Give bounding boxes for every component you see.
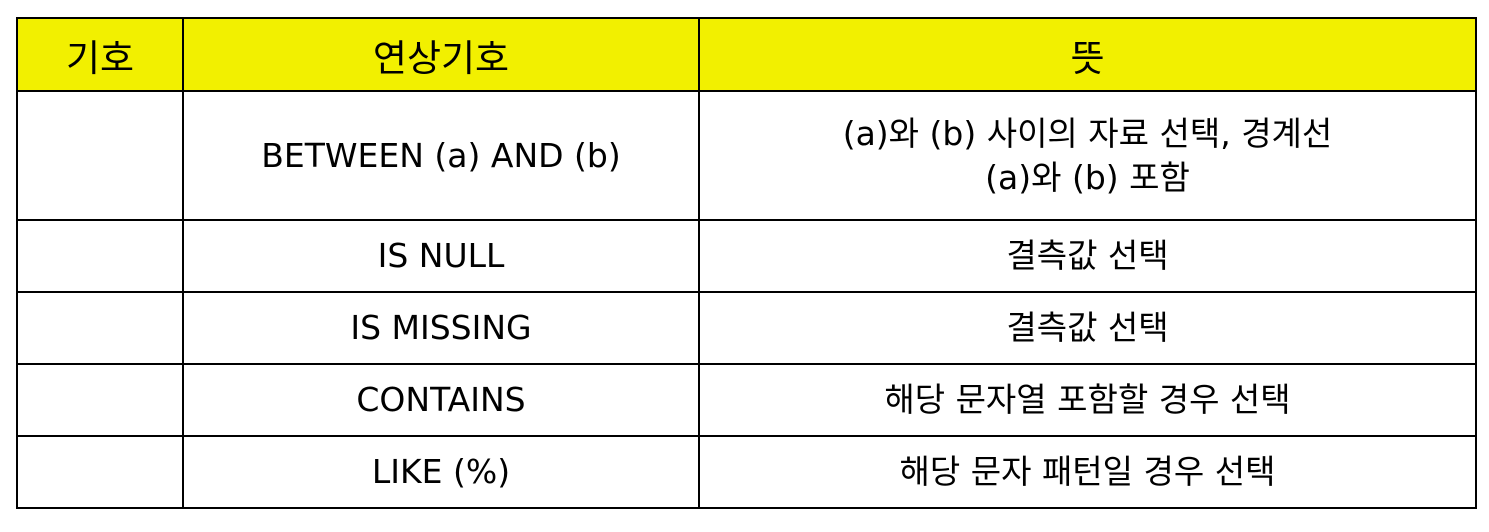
meaning-line: 결측값 선택 [1006,236,1169,275]
header-symbol: 기호 [16,17,184,92]
meaning-cell: 결측값 선택 [698,219,1477,293]
meaning-line: 해당 문자 패턴일 경우 선택 [899,452,1276,491]
meaning-cell: 해당 문자 패턴일 경우 선택 [698,435,1477,509]
meaning-line: 결측값 선택 [1006,308,1169,347]
operator-cell: IS MISSING [182,291,700,365]
operator-cell: BETWEEN (a) AND (b) [182,90,700,221]
table-row: CONTAINS 해당 문자열 포함할 경우 선택 [16,363,1477,437]
header-operator: 연상기호 [182,17,700,92]
symbol-cell [16,90,184,221]
table-row: IS NULL 결측값 선택 [16,219,1477,293]
table-row: IS MISSING 결측값 선택 [16,291,1477,365]
symbol-cell [16,291,184,365]
meaning-cell: (a)와 (b) 사이의 자료 선택, 경계선 (a)와 (b) 포함 [698,90,1477,221]
header-row: 기호 연상기호 뜻 [16,17,1477,92]
table-row: LIKE (%) 해당 문자 패턴일 경우 선택 [16,435,1477,509]
operator-cell: IS NULL [182,219,700,293]
operator-table: 기호 연상기호 뜻 BETWEEN (a) AND (b) (a)와 (b) 사… [16,17,1477,509]
meaning-line: (a)와 (b) 사이의 자료 선택, 경계선 [842,113,1333,153]
symbol-cell [16,219,184,293]
operator-cell: LIKE (%) [182,435,700,509]
operator-cell: CONTAINS [182,363,700,437]
header-meaning: 뜻 [698,17,1477,92]
meaning-cell: 해당 문자열 포함할 경우 선택 [698,363,1477,437]
table-row: BETWEEN (a) AND (b) (a)와 (b) 사이의 자료 선택, … [16,90,1477,221]
meaning-cell: 결측값 선택 [698,291,1477,365]
meaning-line: 해당 문자열 포함할 경우 선택 [884,380,1291,419]
symbol-cell [16,363,184,437]
symbol-cell [16,435,184,509]
meaning-line: (a)와 (b) 포함 [985,157,1190,197]
